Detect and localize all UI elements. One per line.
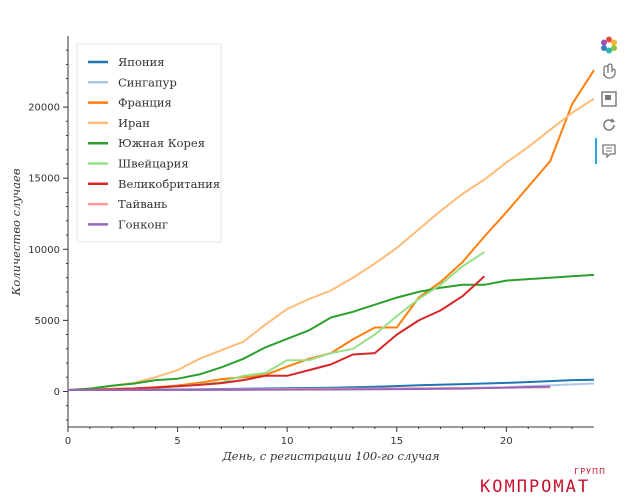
y-axis-title: Количество случаев	[9, 168, 23, 296]
legend-label-7: Тайвань	[118, 197, 167, 211]
legend: Япония Сингапур Франция Иран Южная Корея Швей…	[76, 43, 222, 243]
y-tick-label: 5000	[35, 316, 60, 327]
series-line-8	[68, 385, 551, 391]
series-line-3	[67, 97, 595, 391]
legend-label-3: Иран	[118, 116, 150, 130]
watermark-sub: ГРУПП	[574, 467, 606, 476]
legend-label-2: Франция	[118, 96, 172, 110]
legend-label-8: Гонконг	[118, 217, 168, 231]
legend-label-5: Швейцария	[118, 157, 189, 171]
series-lines	[67, 69, 595, 391]
y-tick-label: 10000	[28, 245, 60, 256]
legend-label-1: Сингапур	[118, 75, 177, 89]
x-tick-label: 20	[500, 436, 513, 447]
watermark-logo: ГРУПП КОМПРОМАТ	[480, 467, 606, 496]
y-tick-label: 15000	[28, 174, 60, 185]
y-tick-label: 20000	[28, 103, 60, 114]
axes: 0 5 10 15 20 0 5000 10000 15000 20000	[28, 36, 594, 447]
series-line-4	[67, 273, 595, 391]
active-tool-indicator	[595, 138, 597, 164]
x-tick-label: 5	[174, 436, 180, 447]
legend-label-0: Япония	[118, 55, 164, 69]
watermark-main: КОМПРОМАТ	[480, 477, 590, 496]
x-axis-title: День, с регистрации 100-го случая	[221, 449, 439, 463]
box-zoom-icon[interactable]	[600, 90, 618, 108]
series-line-5	[67, 251, 485, 391]
reset-icon[interactable]	[600, 116, 618, 134]
x-tick-label: 0	[65, 436, 71, 447]
bokeh-logo-icon[interactable]	[600, 36, 618, 54]
x-tick-label: 15	[390, 436, 403, 447]
hover-icon[interactable]	[600, 142, 618, 160]
series-line-6	[67, 275, 486, 391]
pan-icon[interactable]	[600, 62, 618, 80]
legend-label-4: Южная Корея	[118, 136, 205, 150]
x-tick-label: 10	[281, 436, 294, 447]
y-tick-label: 0	[54, 387, 60, 398]
legend-label-6: Великобритания	[118, 177, 220, 191]
